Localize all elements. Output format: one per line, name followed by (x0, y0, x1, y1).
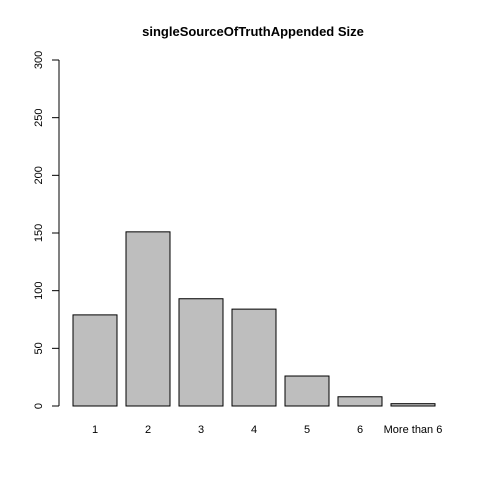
bar (390, 403, 436, 407)
chart-title: singleSourceOfTruthAppended Size (142, 24, 364, 39)
x-tick-label: 4 (251, 424, 257, 436)
bar (178, 298, 224, 407)
x-tick-label: 2 (145, 424, 151, 436)
x-tick-label: 6 (357, 424, 363, 436)
bar (231, 308, 277, 407)
bar (284, 375, 330, 407)
y-axis: 0 50 100 150 200 250 300 (33, 51, 59, 409)
x-axis-labels: 1 2 3 4 5 6 More than 6 (92, 424, 442, 436)
y-tick-label: 0 (33, 403, 45, 409)
x-tick-label: 1 (92, 424, 98, 436)
y-tick-label: 250 (33, 108, 45, 126)
bars (72, 231, 436, 407)
y-tick-label: 300 (33, 51, 45, 69)
x-tick-label: More than 6 (384, 424, 443, 436)
bar (125, 231, 171, 407)
y-tick-label: 150 (33, 224, 45, 242)
x-tick-label: 3 (198, 424, 204, 436)
x-tick-label: 5 (304, 424, 310, 436)
y-tick-label: 100 (33, 281, 45, 299)
bar (337, 396, 383, 407)
bar (72, 314, 118, 407)
y-tick-label: 200 (33, 166, 45, 184)
y-tick-label: 50 (33, 342, 45, 354)
